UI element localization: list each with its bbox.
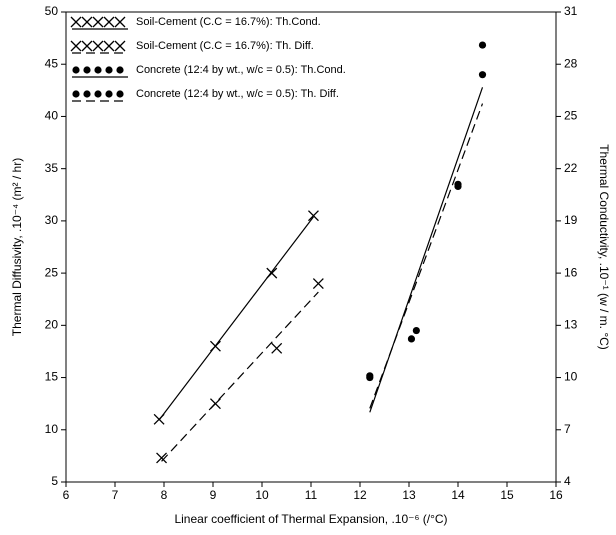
point	[307, 210, 319, 222]
x-tick-label: 11	[305, 488, 318, 502]
legend-marker	[114, 16, 126, 28]
x-tick-label: 12	[353, 488, 367, 502]
y-tick-label: 20	[45, 318, 59, 332]
legend-marker	[94, 66, 102, 74]
point	[153, 413, 165, 425]
y-tick-label: 40	[45, 109, 59, 123]
trend-line	[161, 291, 319, 462]
x-tick-label: 16	[549, 488, 563, 502]
legend-label: Concrete (12:4 by wt., w/c = 0.5): Th. D…	[136, 88, 339, 100]
legend-marker	[105, 66, 113, 74]
point	[454, 182, 462, 191]
y-tick-label: 45	[45, 56, 59, 70]
y2-tick-label: 28	[564, 56, 578, 70]
legend-marker	[114, 40, 126, 52]
y-tick-label: 50	[45, 4, 59, 18]
y2-tick-label: 10	[564, 370, 578, 384]
y-tick-label: 30	[45, 213, 59, 227]
legend-marker	[81, 40, 93, 52]
legend-marker	[81, 16, 93, 28]
trend-line	[369, 103, 484, 409]
y2-tick-label: 13	[564, 318, 578, 332]
legend-marker	[72, 90, 80, 98]
plot-frame	[65, 11, 557, 483]
y-tick-label: 5	[51, 474, 58, 488]
y2-tick-label: 22	[564, 161, 578, 175]
trend-line	[369, 87, 484, 413]
legend-marker	[103, 16, 115, 28]
y-axis-label: Thermal Diffusivity, .10⁻⁴ (m² / hr)	[10, 158, 24, 336]
legend-marker	[72, 66, 80, 74]
y2-tick-label: 19	[564, 213, 578, 227]
y-tick-label: 10	[45, 422, 59, 436]
point	[478, 41, 487, 49]
legend-label: Soil-Cement (C.C = 16.7%): Th.Cond.	[136, 16, 321, 28]
point	[312, 278, 324, 290]
y-tick-label: 35	[45, 161, 59, 175]
legend-marker	[70, 40, 82, 52]
point	[271, 342, 283, 354]
legend-marker	[116, 90, 124, 98]
x-tick-label: 13	[402, 488, 416, 502]
y-tick-label: 15	[45, 370, 59, 384]
x-tick-label: 15	[500, 488, 514, 502]
legend-marker	[103, 40, 115, 52]
legend-marker	[83, 90, 91, 98]
legend-marker	[92, 16, 104, 28]
y2-tick-label: 4	[564, 474, 571, 488]
point	[478, 71, 487, 79]
x-tick-label: 8	[161, 488, 168, 502]
x-tick-label: 14	[451, 488, 465, 502]
point	[407, 335, 416, 343]
x-tick-label: 7	[112, 488, 119, 502]
trend-line	[158, 216, 314, 421]
y2-tick-label: 16	[564, 265, 578, 279]
legend-label: Concrete (12:4 by wt., w/c = 0.5): Th.Co…	[136, 64, 346, 76]
y2-tick-label: 25	[564, 109, 578, 123]
y-tick-label: 25	[45, 265, 59, 279]
point	[209, 340, 221, 352]
y2-axis-label: Thermal Conductivity, .10⁻¹ (w / m. °C)	[597, 144, 611, 350]
legend-marker	[116, 66, 124, 74]
legend-marker	[105, 90, 113, 98]
y2-tick-label: 7	[564, 422, 571, 436]
x-tick-label: 6	[63, 488, 70, 502]
legend-marker	[94, 90, 102, 98]
x-tick-label: 10	[255, 488, 269, 502]
y2-tick-label: 31	[564, 4, 578, 18]
legend-marker	[70, 16, 82, 28]
point	[209, 398, 221, 410]
x-axis-label: Linear coefficient of Thermal Expansion,…	[174, 512, 447, 526]
legend-marker	[83, 66, 91, 74]
legend-label: Soil-Cement (C.C = 16.7%): Th. Diff.	[136, 40, 314, 52]
point	[156, 452, 168, 464]
point	[366, 373, 374, 382]
point	[412, 326, 420, 335]
x-tick-label: 9	[210, 488, 217, 502]
point	[266, 267, 278, 279]
legend-marker	[92, 40, 104, 52]
